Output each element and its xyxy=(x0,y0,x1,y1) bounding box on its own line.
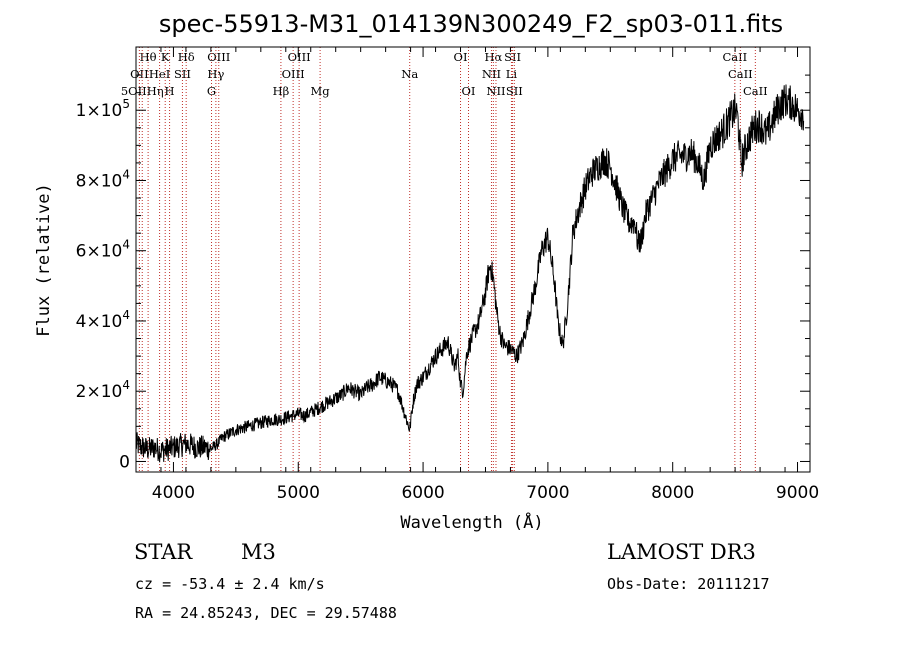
spectral-line-label: Hδ xyxy=(178,50,195,64)
spectral-line-label: OI xyxy=(454,50,468,64)
y-tick-label: 1×105 xyxy=(76,97,130,121)
spectral-line-label: SII xyxy=(506,84,523,98)
coordinates: RA = 24.85243, DEC = 29.57488 xyxy=(135,604,397,622)
object-class: STAR xyxy=(134,540,193,564)
object-subclass: M3 xyxy=(241,540,276,564)
spectral-line-label: SII xyxy=(174,67,191,81)
y-tick-label: 8×104 xyxy=(76,167,130,191)
redshift-info: cz = -53.4 ± 2.4 km/s xyxy=(135,575,325,593)
spectral-line-label: OII xyxy=(130,67,149,81)
y-tick-label: 4×104 xyxy=(76,308,130,332)
spectral-line-label: Li xyxy=(506,67,518,81)
spectral-lines-layer: Hθ OII 5OIIHη K HeI SII H Hδ OIII Hγ G OIII OIII Hβ Mg… xyxy=(121,47,768,472)
spectral-line-label: Hα xyxy=(484,50,502,64)
x-tick-label: 6000 xyxy=(401,483,444,503)
observation-date: Obs-Date: 20111217 xyxy=(607,575,770,593)
survey-name: LAMOST DR3 xyxy=(607,540,756,564)
spectral-line-label: OIII xyxy=(207,50,230,64)
plot-frame xyxy=(135,46,811,473)
chart-title: spec-55913-M31_014139N300249_F2_sp03-011… xyxy=(159,10,783,38)
y-axis-label: Flux (relative) xyxy=(34,183,54,337)
axis-ticks: 4000 5000 6000 7000 8000 9000 0 2×104 4×104 6×104… xyxy=(76,47,819,503)
spectral-line-label: NII xyxy=(482,67,501,81)
spectral-line-label: Hγ xyxy=(207,67,224,81)
spectral-line-label: CaII xyxy=(743,84,768,98)
spectral-line-label: OIII xyxy=(282,67,305,81)
spectral-line-label: CaII xyxy=(722,50,747,64)
y-tick-label: 0 xyxy=(119,452,130,472)
spectral-line-label: Na xyxy=(401,67,418,81)
x-tick-label: 7000 xyxy=(526,483,569,503)
spectral-line-label: NII xyxy=(486,84,505,98)
spectral-line-label: CaII xyxy=(728,67,753,81)
y-tick-label: 6×104 xyxy=(76,238,130,262)
x-tick-label: 9000 xyxy=(776,483,819,503)
spectral-line-label: G xyxy=(207,84,216,98)
x-tick-label: 4000 xyxy=(152,483,195,503)
x-axis-label: Wavelength (Å) xyxy=(400,511,543,533)
spectral-line-label: OI xyxy=(462,84,476,98)
spectral-line-label: Mg xyxy=(311,84,331,98)
x-tick-label: 5000 xyxy=(277,483,320,503)
spectral-line-label: 5OIIHη xyxy=(121,84,164,98)
spectral-line-label: K xyxy=(161,50,170,64)
spectral-line-label: H xyxy=(165,84,175,98)
y-tick-label: 2×104 xyxy=(76,378,130,402)
spectral-line-label: HeI xyxy=(149,67,170,81)
spectral-line-label: Hβ xyxy=(273,84,290,98)
spectrum-line xyxy=(135,84,805,463)
spectral-line-label: OIII xyxy=(288,50,311,64)
spectral-line-label: Hθ xyxy=(140,50,157,64)
x-tick-label: 8000 xyxy=(651,483,694,503)
spectral-line-label: SII xyxy=(504,50,521,64)
